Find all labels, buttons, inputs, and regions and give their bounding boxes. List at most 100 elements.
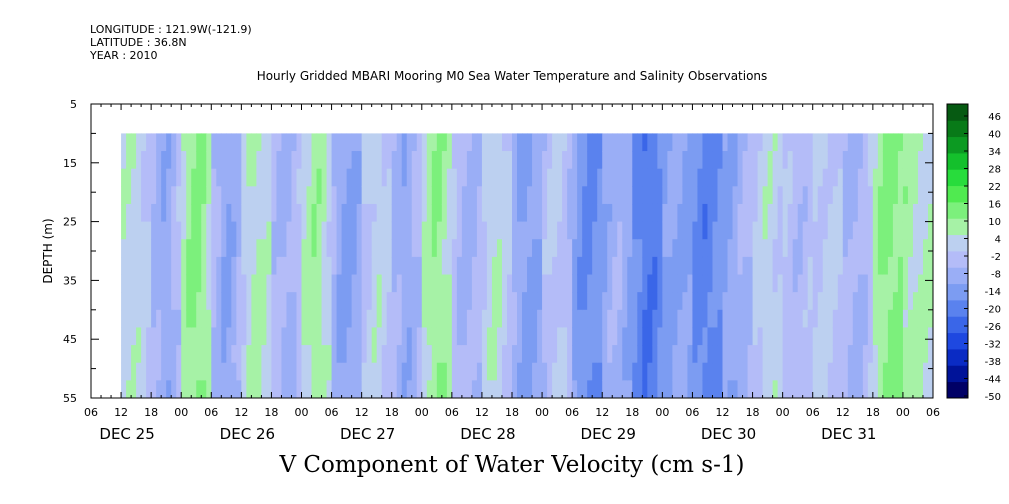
heat-cell — [637, 203, 643, 223]
heat-cell — [401, 327, 408, 346]
heat-cell — [537, 292, 543, 311]
colorbar-segment — [947, 283, 968, 301]
heat-cell — [867, 168, 874, 187]
heat-cell — [512, 292, 518, 311]
heat-cell — [391, 186, 398, 205]
heat-cell — [607, 168, 613, 187]
heat-cell — [812, 186, 819, 205]
heat-cell — [817, 362, 824, 381]
heat-cell — [221, 239, 227, 258]
heat-cell — [717, 345, 724, 364]
heat-cell — [827, 168, 834, 187]
heat-cell — [912, 151, 919, 170]
heat-cell — [486, 186, 493, 205]
heat-cell — [887, 380, 894, 398]
heat-cell — [151, 151, 157, 170]
heat-cell — [702, 221, 709, 240]
heat-cell — [276, 327, 283, 346]
heat-cell — [231, 292, 237, 311]
heat-cell — [136, 168, 142, 187]
heat-cell — [481, 292, 488, 311]
heat-cell — [652, 186, 658, 205]
heat-cell — [857, 168, 864, 187]
heat-cell — [742, 345, 749, 364]
heat-cell — [797, 380, 804, 398]
heat-cell — [321, 203, 328, 223]
heat-cell — [677, 186, 683, 205]
heat-cell — [166, 203, 172, 223]
heat-cell — [812, 151, 819, 170]
heat-cell — [496, 239, 503, 258]
heat-cell — [837, 292, 844, 311]
heat-cell — [266, 380, 273, 398]
heat-cell — [597, 345, 603, 364]
heat-cell — [456, 221, 463, 240]
heat-cell — [802, 239, 809, 258]
heat-cell — [892, 151, 899, 170]
heat-cell — [316, 292, 323, 311]
x-date-label: DEC 30 — [701, 425, 756, 443]
heat-cell — [662, 362, 668, 381]
heat-cell — [231, 151, 237, 170]
heat-cell — [126, 133, 132, 152]
heat-cell — [922, 133, 929, 152]
heat-cell — [792, 186, 799, 205]
heat-cell — [451, 151, 458, 170]
heat-cell — [316, 380, 323, 398]
heat-cell — [602, 309, 608, 329]
heat-cell — [351, 309, 358, 329]
heat-cell — [321, 345, 328, 364]
heat-cell — [522, 292, 528, 311]
heat-cell — [241, 221, 247, 240]
heat-cell — [176, 221, 182, 240]
heat-cell — [637, 309, 643, 329]
heat-cell — [637, 168, 643, 187]
heat-cell — [547, 168, 553, 187]
heat-cell — [296, 239, 303, 258]
heat-cell — [777, 380, 784, 398]
heat-cell — [652, 203, 658, 223]
heat-cell — [131, 133, 137, 152]
heat-cell — [702, 274, 709, 293]
heat-cell — [592, 133, 598, 152]
heat-cell — [837, 274, 844, 293]
heat-cell — [131, 221, 137, 240]
heat-cell — [166, 292, 172, 311]
heat-cell — [121, 151, 127, 170]
heat-cell — [797, 327, 804, 346]
heat-cell — [246, 186, 252, 205]
heat-cell — [852, 221, 859, 240]
heat-cell — [812, 380, 819, 398]
heat-cell — [927, 292, 933, 311]
heat-cell — [261, 292, 268, 311]
heat-cell — [777, 309, 784, 329]
heat-cell — [607, 239, 613, 258]
heat-cell — [501, 309, 508, 329]
heat-cell — [451, 292, 458, 311]
heat-cell — [401, 309, 408, 329]
heat-cell — [301, 345, 308, 364]
heat-cell — [517, 274, 523, 293]
heat-cell — [842, 151, 849, 170]
heat-cell — [802, 380, 809, 398]
heat-cell — [391, 221, 398, 240]
heat-cell — [426, 168, 433, 187]
heat-cell — [316, 309, 323, 329]
heat-cell — [602, 362, 608, 381]
heat-cell — [882, 133, 889, 152]
heat-cell — [747, 327, 754, 346]
heat-cell — [877, 362, 884, 381]
heat-cell — [396, 309, 403, 329]
heat-cell — [637, 186, 643, 205]
heat-cell — [131, 327, 137, 346]
heat-cell — [622, 133, 628, 152]
heat-cell — [842, 186, 849, 205]
heat-cell — [642, 168, 648, 187]
heat-cell — [567, 274, 573, 293]
heat-cell — [902, 327, 909, 346]
heat-cell — [306, 239, 313, 258]
heat-cell — [547, 133, 553, 152]
heat-cell — [261, 186, 268, 205]
heat-cell — [627, 309, 633, 329]
heat-cell — [496, 203, 503, 223]
